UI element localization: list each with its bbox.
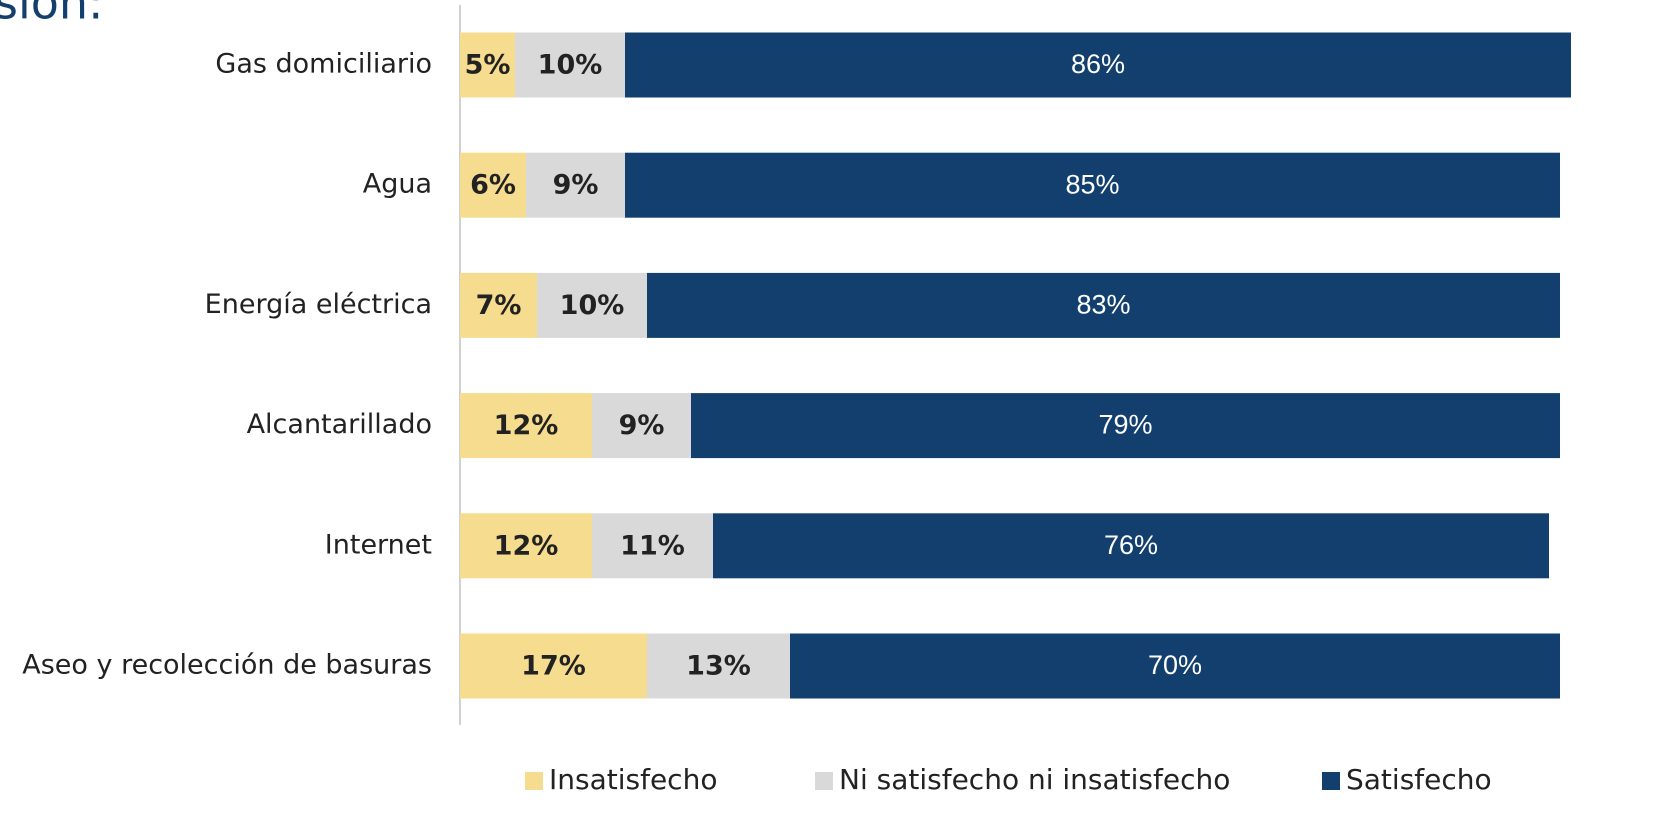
data-label: 76% xyxy=(1104,530,1158,560)
legend-label: Satisfecho xyxy=(1346,763,1492,796)
legend-swatch xyxy=(815,772,833,790)
data-label: 12% xyxy=(494,410,559,441)
bar-segment xyxy=(790,633,1560,699)
bar-segment xyxy=(460,152,526,218)
legend-swatch xyxy=(525,772,543,790)
data-label: 70% xyxy=(1148,650,1202,680)
category-label: Alcantarillado xyxy=(247,409,432,440)
data-label: 79% xyxy=(1098,410,1152,440)
data-label: 17% xyxy=(521,651,586,682)
data-label: 10% xyxy=(538,50,603,81)
data-label: 12% xyxy=(494,530,559,561)
bar-segment xyxy=(460,513,592,579)
chart-title: sión: xyxy=(0,0,104,30)
data-label: 6% xyxy=(470,170,516,201)
legend-label: Ni satisfecho ni insatisfecho xyxy=(839,763,1230,796)
category-label: Internet xyxy=(325,529,432,560)
bar-segment xyxy=(460,272,537,338)
bar-segment xyxy=(691,393,1560,459)
legend-label: Insatisfecho xyxy=(549,763,717,796)
bar-segment xyxy=(713,513,1549,579)
bar-segment xyxy=(460,32,515,98)
bar-segment xyxy=(460,633,647,699)
bar-segment xyxy=(592,393,691,459)
data-label: 13% xyxy=(686,651,751,682)
data-label: 7% xyxy=(476,290,522,321)
data-label: 10% xyxy=(560,290,625,321)
data-label: 85% xyxy=(1065,169,1119,199)
data-label: 11% xyxy=(620,530,685,561)
data-label: 5% xyxy=(465,50,511,81)
data-label: 86% xyxy=(1071,49,1125,79)
data-label: 9% xyxy=(619,410,665,441)
category-label: Aseo y recolección de basuras xyxy=(22,650,432,681)
bar-segment xyxy=(526,152,625,218)
bar-segment xyxy=(647,633,790,699)
bar-segment xyxy=(625,32,1571,98)
category-label: Gas domiciliario xyxy=(215,49,432,80)
category-label: Agua xyxy=(363,169,432,200)
category-label: Energía eléctrica xyxy=(205,289,432,320)
data-label: 9% xyxy=(553,170,599,201)
bar-segment xyxy=(625,152,1560,218)
data-label: 83% xyxy=(1076,290,1130,320)
bar-segment xyxy=(647,272,1560,338)
bar-segment xyxy=(592,513,713,579)
bar-segment xyxy=(460,393,592,459)
legend-swatch xyxy=(1322,772,1340,790)
bar-segment xyxy=(537,272,647,338)
bar-segment xyxy=(515,32,625,98)
